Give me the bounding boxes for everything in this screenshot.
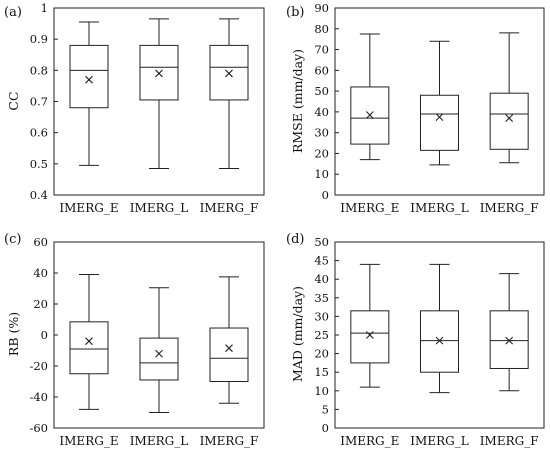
box-d-3 <box>489 273 529 392</box>
y-tick-label-a: 0.8 <box>30 63 48 77</box>
plot-frame-b <box>334 7 545 196</box>
box-b-1 <box>350 33 390 161</box>
y-tick-label-c: -60 <box>29 421 48 435</box>
box-iqr <box>489 310 529 369</box>
box-b-2 <box>420 40 459 166</box>
y-tick-label-b: 20 <box>314 146 329 160</box>
box-iqr <box>139 44 179 101</box>
y-tick-label-b: 60 <box>314 63 329 77</box>
category-label-a: IMERG_E <box>59 201 118 215</box>
y-tick-label-c: -40 <box>29 390 48 404</box>
y-axis-title-d: MAD (mm/day) <box>290 286 305 382</box>
box-iqr <box>209 327 249 382</box>
category-label-c: IMERG_L <box>130 434 188 448</box>
panel-label-a: (a) <box>4 5 22 20</box>
box-a-1 <box>69 21 109 166</box>
y-axis-title-b: RMSE (mm/day) <box>290 49 305 153</box>
box-c-1 <box>69 274 109 410</box>
category-label-d: IMERG_F <box>480 434 539 448</box>
category-label-d: IMERG_E <box>340 434 399 448</box>
category-label-b: IMERG_L <box>410 201 468 215</box>
box-iqr <box>69 44 109 109</box>
box-d-2 <box>420 263 459 394</box>
category-label-c: IMERG_E <box>59 434 118 448</box>
box-a-3 <box>209 18 249 170</box>
y-tick-label-b: 0 <box>322 188 329 202</box>
panel-b: (b) RMSE (mm/day) 0 10 20 30 40 50 60 70 80 90 IME… <box>286 1 545 215</box>
y-tick-label-d: 20 <box>314 347 329 361</box>
box-iqr <box>420 94 459 151</box>
category-label-a: IMERG_F <box>200 201 259 215</box>
y-tick-label-d: 0 <box>322 421 329 435</box>
mean-marker <box>505 114 514 123</box>
y-tick-label-d: 30 <box>314 309 329 323</box>
box-iqr <box>489 92 529 150</box>
y-tick-label-c: 0 <box>41 328 48 342</box>
mean-marker <box>85 75 93 84</box>
panel-label-b: (b) <box>286 5 304 20</box>
box-iqr <box>420 310 459 373</box>
panel-d: (d) MAD (mm/day) 0 5 10 15 20 25 30 35 40 45 50 IME… <box>286 232 545 448</box>
box-iqr <box>350 310 390 364</box>
y-axis-title-a: CC <box>6 91 21 110</box>
box-iqr <box>209 44 249 101</box>
y-tick-label-d: 45 <box>314 254 329 268</box>
category-label-b: IMERG_E <box>340 201 399 215</box>
category-label-b: IMERG_F <box>480 201 539 215</box>
mean-marker <box>435 113 444 121</box>
y-tick-label-b: 10 <box>314 167 329 181</box>
category-label-a: IMERG_L <box>130 201 188 215</box>
y-tick-label-b: 50 <box>314 84 329 98</box>
mean-marker <box>365 331 374 339</box>
y-tick-label-a: 0.6 <box>30 126 48 140</box>
panel-c: (c) RB (%) -60 -40 -20 0 20 40 60 IMERG_E IMERG_… <box>4 232 265 448</box>
y-tick-label-c: 40 <box>33 266 48 280</box>
mean-marker <box>365 111 374 119</box>
panel-label-d: (d) <box>286 232 304 247</box>
y-tick-label-d: 10 <box>314 384 329 398</box>
y-tick-label-a: 0.7 <box>30 95 48 109</box>
mean-marker <box>225 69 233 78</box>
mean-marker <box>435 336 444 345</box>
box-iqr <box>69 321 109 375</box>
box-b-3 <box>489 32 529 164</box>
box-c-3 <box>209 276 249 404</box>
box-iqr <box>139 337 179 381</box>
mean-marker <box>505 336 514 345</box>
y-tick-label-d: 5 <box>322 402 329 416</box>
y-tick-label-a: 0.9 <box>30 32 48 46</box>
y-tick-label-d: 40 <box>314 272 329 286</box>
y-tick-label-d: 25 <box>314 328 329 342</box>
y-tick-label-c: 20 <box>33 297 48 311</box>
y-tick-label-d: 35 <box>314 291 329 305</box>
y-tick-label-b: 80 <box>314 22 329 36</box>
mean-marker <box>85 337 93 346</box>
category-label-d: IMERG_L <box>410 434 468 448</box>
category-label-c: IMERG_F <box>200 434 259 448</box>
y-tick-label-b: 40 <box>314 105 329 119</box>
y-tick-label-b: 30 <box>314 126 329 140</box>
panel-label-c: (c) <box>4 232 21 247</box>
y-tick-label-a: 0.4 <box>30 188 48 202</box>
mean-marker <box>225 344 233 353</box>
box-c-2 <box>139 287 179 413</box>
y-axis-title-c: RB (%) <box>6 312 21 356</box>
y-tick-label-c: 60 <box>33 235 48 249</box>
box-a-2 <box>139 18 179 170</box>
box-d-1 <box>350 263 390 388</box>
y-tick-label-c: -20 <box>29 359 48 373</box>
y-tick-label-b: 90 <box>314 1 329 15</box>
y-tick-label-d: 15 <box>314 365 329 379</box>
mean-marker <box>155 349 163 358</box>
y-tick-label-a: 0.5 <box>30 157 48 171</box>
y-tick-label-d: 50 <box>314 235 329 249</box>
y-tick-label-a: 1 <box>41 1 48 15</box>
mean-marker <box>155 69 163 78</box>
y-tick-label-b: 70 <box>314 43 329 57</box>
panel-a: (a) CC 0.4 0.5 0.6 0.7 0.8 0.9 1 IMERG_E IMERG_L… <box>4 1 265 215</box>
